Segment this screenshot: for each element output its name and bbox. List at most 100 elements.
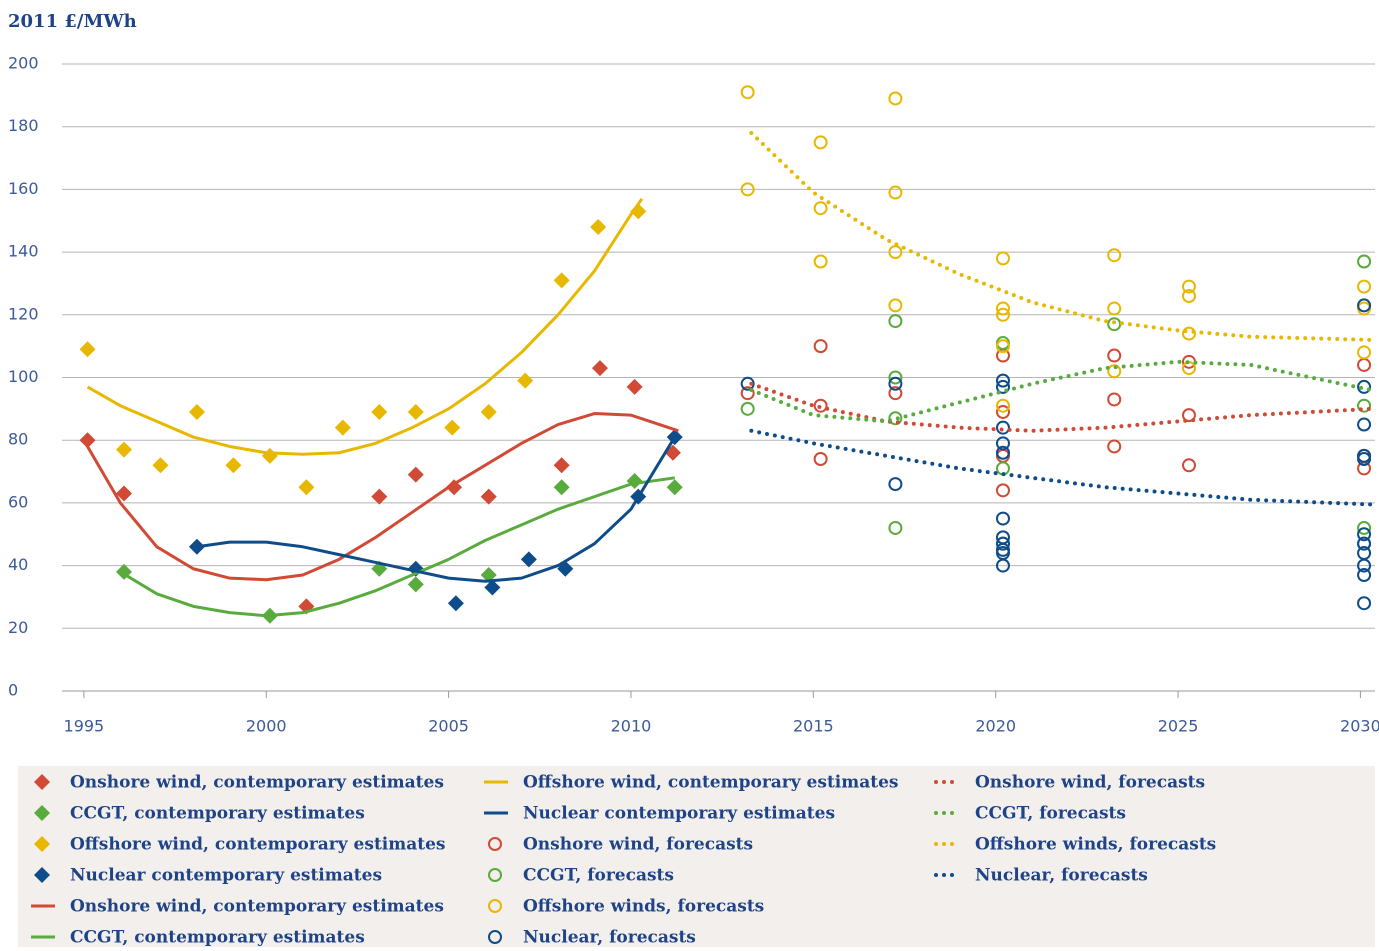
legend-label: Nuclear, forecasts [975,866,1148,886]
x-tick-label: 2020 [975,717,1016,736]
circle-point [995,307,1010,322]
circle-point [888,185,903,200]
trend-line [86,197,644,456]
circle-point [1181,288,1196,303]
diamond-point [626,378,643,395]
circle-point [740,85,755,100]
x-tick-label: 2010 [611,717,652,736]
y-tick-label: 160 [8,179,39,198]
circle-point [1181,326,1196,341]
diamond-point [116,441,133,458]
legend-marker [488,837,502,851]
circle-point [740,401,755,416]
circle-point [995,436,1010,451]
circle-point [740,182,755,197]
circle-point [888,411,903,426]
circle-point [995,251,1010,266]
legend-marker [34,836,50,852]
circle-point [1357,379,1372,394]
diamond-point [407,403,424,420]
circle-point [995,339,1010,354]
circle-point [1107,248,1122,263]
circle-point [813,398,828,413]
diamond-point [79,341,96,358]
legend-label: Offshore winds, forecasts [523,897,764,917]
trend-line [749,381,1374,433]
circle-point [813,201,828,216]
y-tick-label: 180 [8,116,39,135]
legend-label: Offshore winds, forecasts [975,835,1216,855]
circle-point [1181,408,1196,423]
diamond-point [371,488,388,505]
circle-point [888,298,903,313]
circle-point [1357,398,1372,413]
circle-point [995,511,1010,526]
diamond-point [334,419,351,436]
circle-point [888,477,903,492]
legend-label: Nuclear contemporary estimates [70,866,382,886]
y-axis-label: 2011 £/MWh [8,11,137,32]
diamond-point [517,372,534,389]
diamond-point [79,432,96,449]
circle-point [1357,527,1372,542]
y-tick-label: 100 [8,367,39,386]
y-tick-label: 80 [8,430,28,449]
diamond-point [590,219,607,236]
circle-point [995,483,1010,498]
circle-point [888,520,903,535]
circle-point [888,370,903,385]
trend-line [749,130,1374,342]
circle-point [740,386,755,401]
diamond-point [626,472,643,489]
y-tick-label: 40 [8,555,28,574]
circle-point [888,376,903,391]
circle-point [888,91,903,106]
legend-label: Onshore wind, contemporary estimates [70,897,444,917]
diamond-point [444,419,461,436]
trend-line [749,359,1374,424]
trend-line [749,428,1374,507]
circle-point [1107,364,1122,379]
y-tick-label: 0 [8,681,18,700]
legend-label: CCGT, forecasts [523,866,674,886]
x-tick-label: 2015 [793,717,834,736]
circle-point [995,373,1010,388]
x-tick-label: 2005 [428,717,469,736]
circle-point [1357,520,1372,535]
diamond-point [116,485,133,502]
diamond-point [520,551,537,568]
circle-point [1357,357,1372,372]
circle-point [995,398,1010,413]
legend-label: CCGT, forecasts [975,804,1126,824]
circle-point [1357,417,1372,432]
legend-marker [488,899,502,913]
circle-point [1357,568,1372,583]
diamond-point [553,272,570,289]
diamond-point [480,567,497,584]
trend-line [196,436,677,583]
circle-point [888,245,903,260]
legend-marker [34,805,50,821]
circle-point [995,301,1010,316]
x-tick-label: 2000 [246,717,287,736]
legend-label: Nuclear contemporary estimates [523,804,835,824]
diamond-point [371,403,388,420]
diamond-point [480,488,497,505]
diamond-point [407,576,424,593]
diamond-point [407,466,424,483]
circle-point [1357,558,1372,573]
trend-line [119,476,675,618]
diamond-point [225,457,242,474]
diamond-point [666,479,683,496]
circle-point [995,420,1010,435]
circle-point [740,376,755,391]
legend-background [18,766,1375,947]
diamond-point [188,403,205,420]
circle-point [995,536,1010,551]
legend-label: Offshore wind, contemporary estimates [70,835,446,855]
legend-label: CCGT, contemporary estimates [70,804,365,824]
y-tick-label: 120 [8,304,39,323]
diamond-point [447,595,464,612]
circle-point [995,404,1010,419]
circle-point [888,314,903,329]
